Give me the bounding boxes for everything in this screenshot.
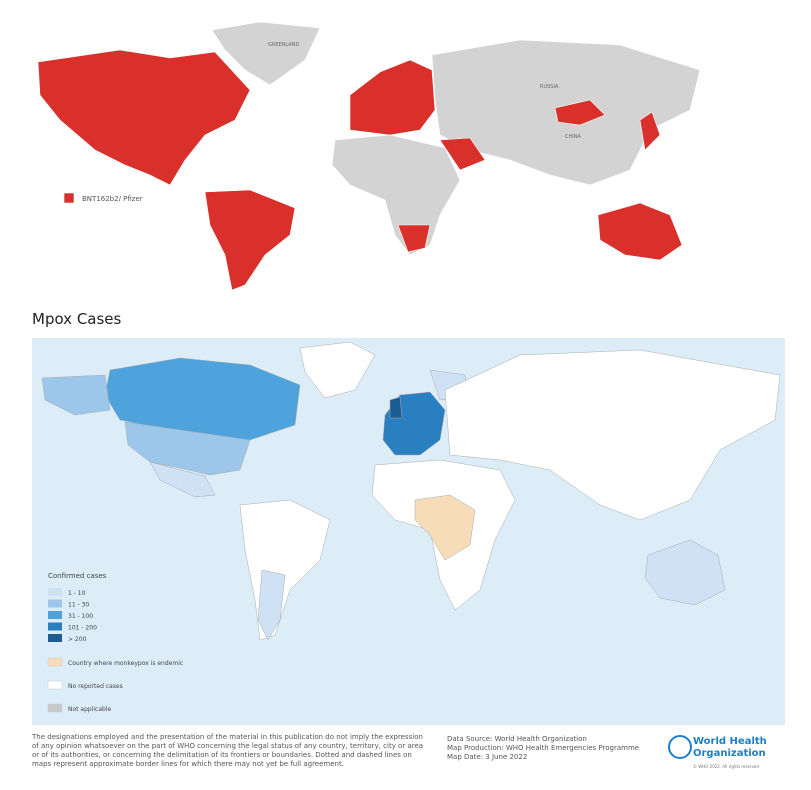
north-america — [37, 49, 251, 186]
legend-label: 101 - 200 — [68, 625, 97, 632]
legend-swatch — [48, 599, 62, 608]
map-label: CHINA — [565, 134, 581, 140]
legend: 1 - 10 11 - 30 31 - 100 101 - 200 > 200 Count… — [47, 588, 183, 713]
europe — [349, 59, 436, 136]
mpox-map — [41, 341, 781, 641]
legend-swatch — [63, 192, 75, 204]
org-name: Organization — [693, 748, 766, 759]
alaska — [41, 374, 111, 416]
legend-title: Confirmed cases — [48, 572, 107, 580]
legend-swatch — [48, 588, 62, 596]
legend-label: Country where monkeypox is endemic — [68, 660, 183, 667]
south-africa — [397, 224, 431, 253]
australia — [644, 539, 726, 606]
legend-swatch — [47, 680, 63, 690]
legend-swatch — [47, 703, 63, 713]
saudi — [439, 137, 486, 171]
usa — [124, 421, 251, 476]
argentina — [257, 569, 286, 641]
who-logo — [668, 735, 692, 759]
legend-label: 1 - 10 — [68, 590, 86, 597]
australia — [597, 202, 683, 261]
source: Data Source: World Health Organization M… — [447, 735, 667, 762]
legend-swatch — [47, 657, 63, 667]
greenland — [299, 341, 376, 399]
asia — [444, 349, 781, 521]
mongolia — [554, 99, 606, 126]
map-label: GREENLAND — [268, 42, 299, 48]
legend-swatch — [48, 611, 62, 619]
uk — [389, 396, 403, 419]
section-title: Mpox Cases — [32, 310, 122, 328]
canada — [104, 357, 301, 441]
south-america — [204, 189, 296, 291]
source-line: Map Date: 3 June 2022 — [447, 753, 528, 761]
legend-swatch — [48, 622, 62, 631]
vaccine-map — [37, 21, 701, 291]
greenland — [211, 21, 321, 86]
africa — [331, 134, 461, 256]
copyright: © WHO 2022. All rights reserved — [693, 764, 759, 769]
legend-label: > 200 — [68, 636, 87, 643]
japan — [639, 111, 661, 151]
legend-label: 11 - 30 — [68, 602, 89, 609]
legend-swatch — [48, 634, 62, 642]
map-label: RUSSIA — [540, 84, 559, 90]
disclaimer: The designations employed and the presen… — [32, 733, 424, 768]
legend-label: Not applicable — [68, 706, 111, 713]
mexico — [149, 461, 216, 498]
org-name: World Health — [693, 736, 767, 747]
source-line: Data Source: World Health Organization — [447, 735, 587, 743]
source-line: Map Production: WHO Health Emergencies P… — [447, 744, 640, 752]
legend-label: No reported cases — [68, 683, 123, 690]
endemic — [414, 494, 476, 561]
legend-label: 31 - 100 — [68, 613, 93, 620]
legend-label: BNT162b2/ Pfizer — [82, 195, 143, 203]
